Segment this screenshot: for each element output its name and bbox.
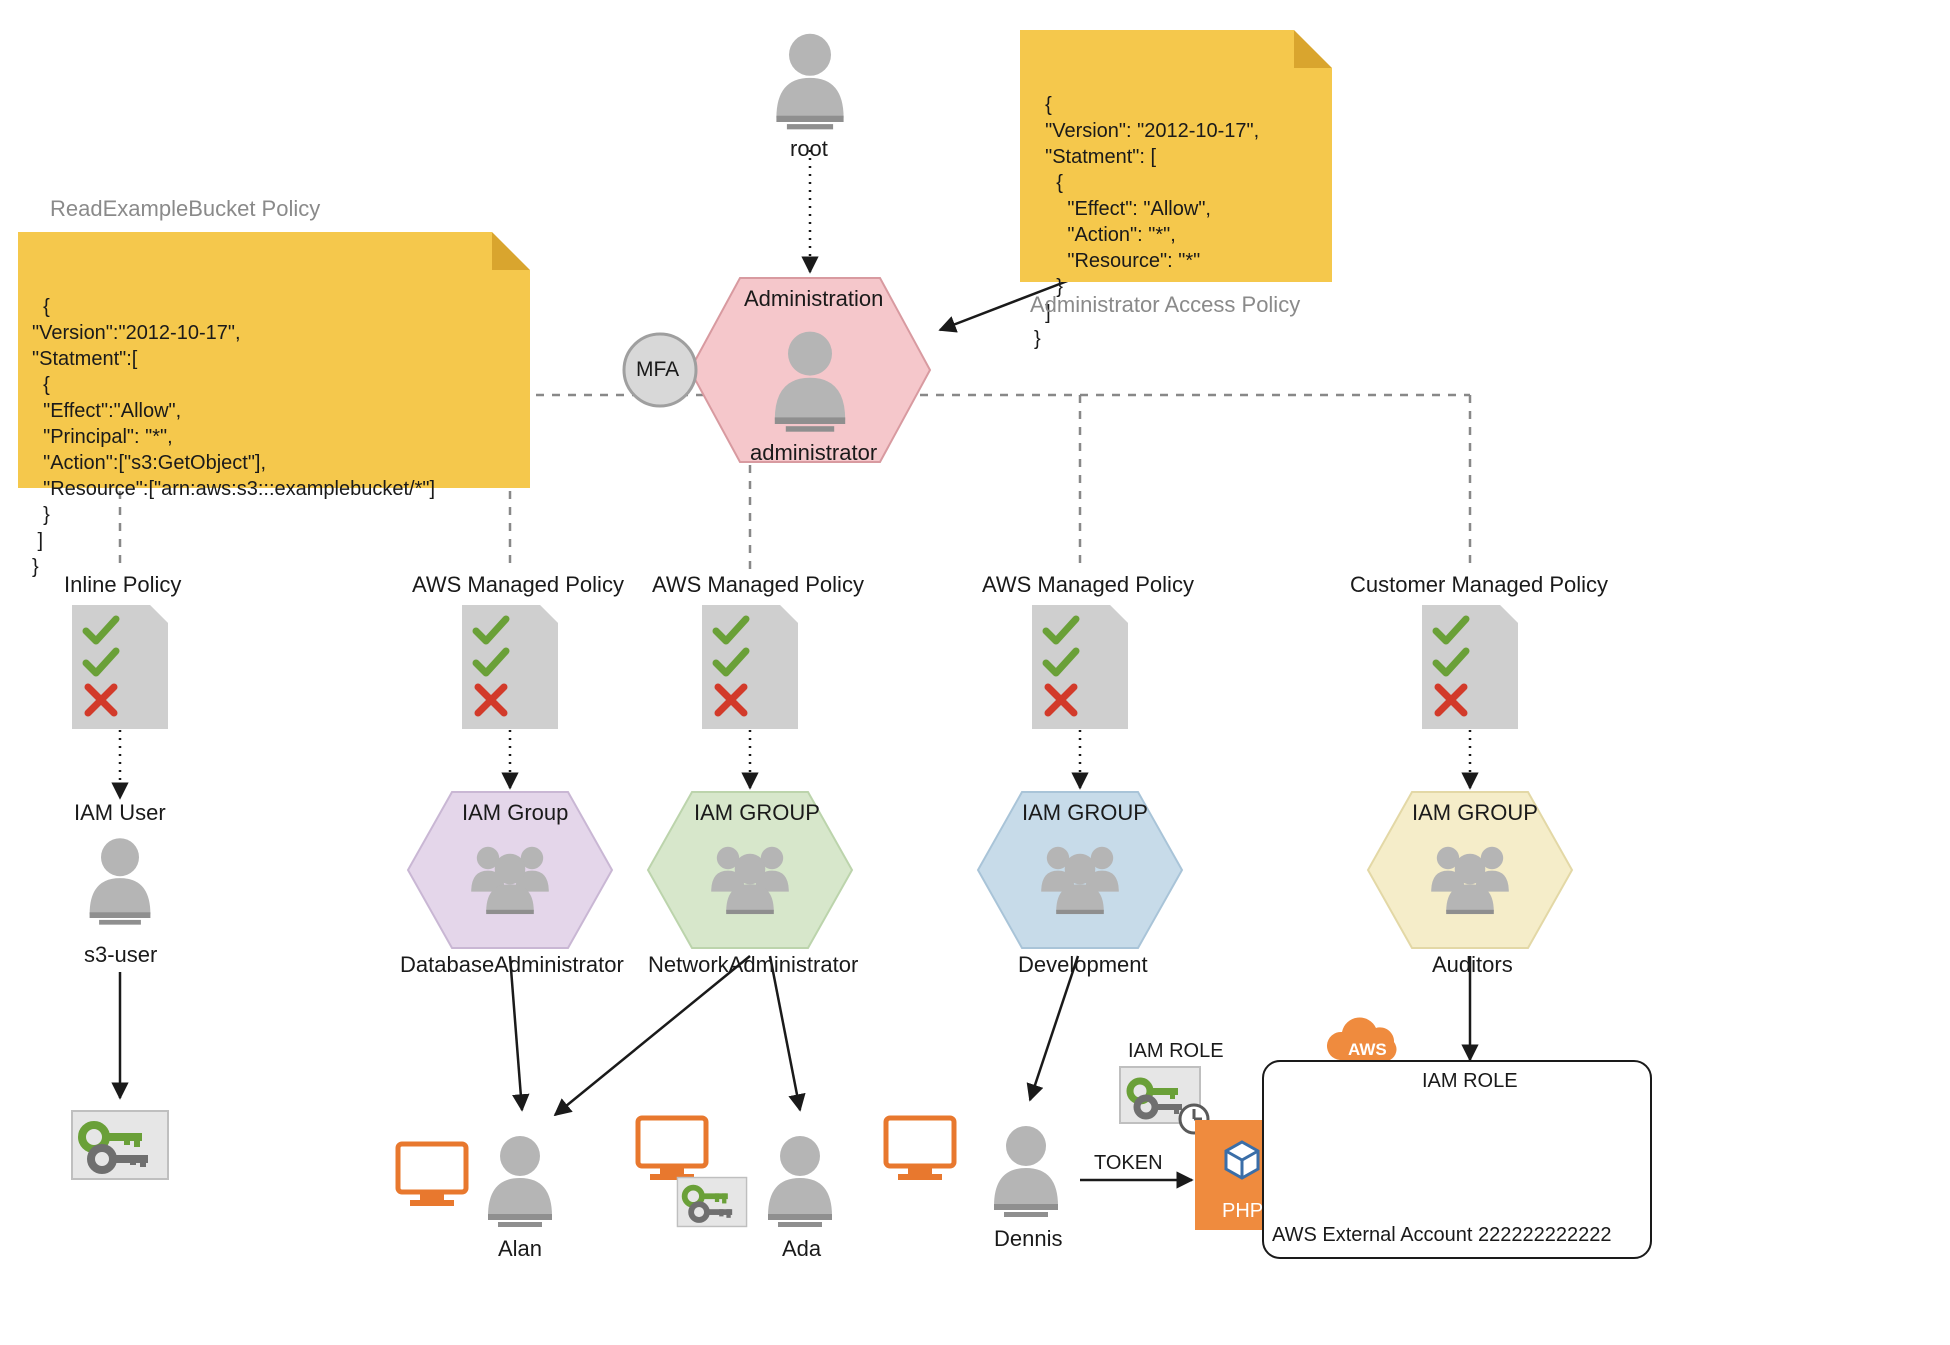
policy-box-aws-3 (1032, 605, 1128, 729)
sticky-right-title: Administrator Access Policy (1030, 292, 1300, 318)
user-ada-icon (768, 1136, 832, 1227)
label-token: TOKEN (1094, 1152, 1163, 1175)
keys-s3 (72, 1111, 168, 1179)
label-group-db-name: DatabaseAdministrator (400, 952, 624, 978)
label-dennis: Dennis (994, 1226, 1062, 1252)
policy-box-aws-1 (462, 605, 558, 729)
label-mfa: MFA (636, 358, 679, 382)
label-aws-policy-3: AWS Managed Policy (982, 572, 1194, 598)
label-group-net-name: NetworkAdministrator (648, 952, 858, 978)
label-group-net-title: IAM GROUP (694, 800, 820, 826)
label-group-dev-name: Development (1018, 952, 1148, 978)
label-ext-account: AWS External Account 222222222222 (1272, 1224, 1612, 1247)
label-s3-top: IAM User (74, 800, 166, 826)
label-group-aud-title: IAM GROUP (1412, 800, 1538, 826)
policy-box-aws-2 (702, 605, 798, 729)
label-alan: Alan (498, 1236, 542, 1262)
sticky-left: { "Version":"2012-10-17", "Statment":[ {… (18, 232, 530, 488)
label-admin-top: Administration (744, 286, 883, 312)
label-iamrole-ext: IAM ROLE (1422, 1070, 1518, 1093)
label-inline-policy: Inline Policy (64, 572, 181, 598)
user-root-icon (776, 34, 843, 130)
label-group-dev-title: IAM GROUP (1022, 800, 1148, 826)
label-admin-bottom: administrator (750, 440, 877, 466)
label-aws-policy-2: AWS Managed Policy (652, 572, 864, 598)
label-root: root (790, 136, 828, 162)
label-group-db-title: IAM Group (462, 800, 568, 826)
label-aws-cloud: AWS (1348, 1040, 1387, 1060)
user-alan-icon (488, 1136, 552, 1227)
monitor-alan (398, 1144, 466, 1206)
keys-ada (677, 1178, 746, 1227)
sticky-left-title: ReadExampleBucket Policy (50, 196, 320, 222)
policy-box-customer (1422, 605, 1518, 729)
label-iamrole-dev: IAM ROLE (1128, 1040, 1224, 1063)
monitor-dennis (886, 1118, 954, 1180)
policy-box-inline (72, 605, 168, 729)
label-s3-bot: s3-user (84, 942, 157, 968)
label-ada: Ada (782, 1236, 821, 1262)
label-php: PHP (1222, 1200, 1263, 1223)
label-customer-policy: Customer Managed Policy (1350, 572, 1608, 598)
label-aws-policy-1: AWS Managed Policy (412, 572, 624, 598)
sticky-right: { "Version": "2012-10-17", "Statment": [… (1020, 30, 1332, 282)
label-group-aud-name: Auditors (1432, 952, 1513, 978)
tempkey-dev (1120, 1067, 1208, 1133)
user-s3-icon (90, 838, 151, 924)
monitor-ada (638, 1118, 706, 1180)
user-dennis-icon (994, 1126, 1058, 1217)
